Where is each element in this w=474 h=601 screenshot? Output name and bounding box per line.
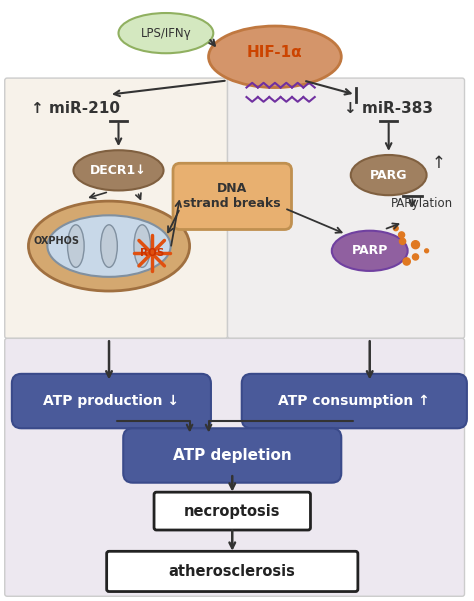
Circle shape — [392, 225, 399, 231]
Text: ATP consumption ↑: ATP consumption ↑ — [278, 394, 430, 408]
Ellipse shape — [134, 225, 151, 267]
Ellipse shape — [28, 201, 190, 291]
Text: PARG: PARG — [370, 169, 408, 182]
Ellipse shape — [332, 231, 408, 271]
Text: ↑ miR-210: ↑ miR-210 — [31, 102, 120, 117]
Text: ATP production ↓: ATP production ↓ — [44, 394, 179, 408]
Text: PARylation: PARylation — [391, 197, 453, 210]
Text: LPS/IFNγ: LPS/IFNγ — [140, 26, 191, 40]
FancyBboxPatch shape — [12, 374, 211, 429]
FancyBboxPatch shape — [5, 78, 228, 338]
Circle shape — [424, 248, 429, 253]
Ellipse shape — [73, 150, 164, 191]
Text: atherosclerosis: atherosclerosis — [169, 564, 296, 579]
FancyBboxPatch shape — [228, 78, 465, 338]
Text: DNA
strand breaks: DNA strand breaks — [183, 182, 281, 210]
Text: ATP depletion: ATP depletion — [173, 448, 292, 463]
Text: ↑: ↑ — [431, 154, 445, 172]
FancyBboxPatch shape — [154, 492, 310, 530]
Ellipse shape — [47, 215, 171, 277]
FancyBboxPatch shape — [242, 374, 467, 429]
Ellipse shape — [209, 26, 341, 88]
Text: HIF-1α: HIF-1α — [247, 44, 303, 59]
FancyBboxPatch shape — [5, 338, 465, 596]
Ellipse shape — [100, 225, 118, 267]
Text: OXPHOS: OXPHOS — [34, 236, 80, 246]
FancyBboxPatch shape — [107, 551, 358, 591]
Ellipse shape — [351, 155, 427, 195]
Ellipse shape — [118, 13, 213, 53]
Text: ROS: ROS — [139, 248, 164, 258]
Text: necroptosis: necroptosis — [184, 504, 281, 519]
Circle shape — [411, 253, 419, 261]
Ellipse shape — [67, 225, 84, 267]
FancyBboxPatch shape — [123, 429, 341, 483]
Text: PARP: PARP — [352, 245, 388, 257]
Circle shape — [402, 257, 411, 266]
Text: ↓ miR-383: ↓ miR-383 — [344, 102, 433, 117]
Text: DECR1↓: DECR1↓ — [90, 164, 147, 177]
Circle shape — [399, 232, 404, 238]
FancyBboxPatch shape — [173, 163, 292, 230]
Circle shape — [412, 242, 419, 248]
Circle shape — [400, 238, 406, 245]
